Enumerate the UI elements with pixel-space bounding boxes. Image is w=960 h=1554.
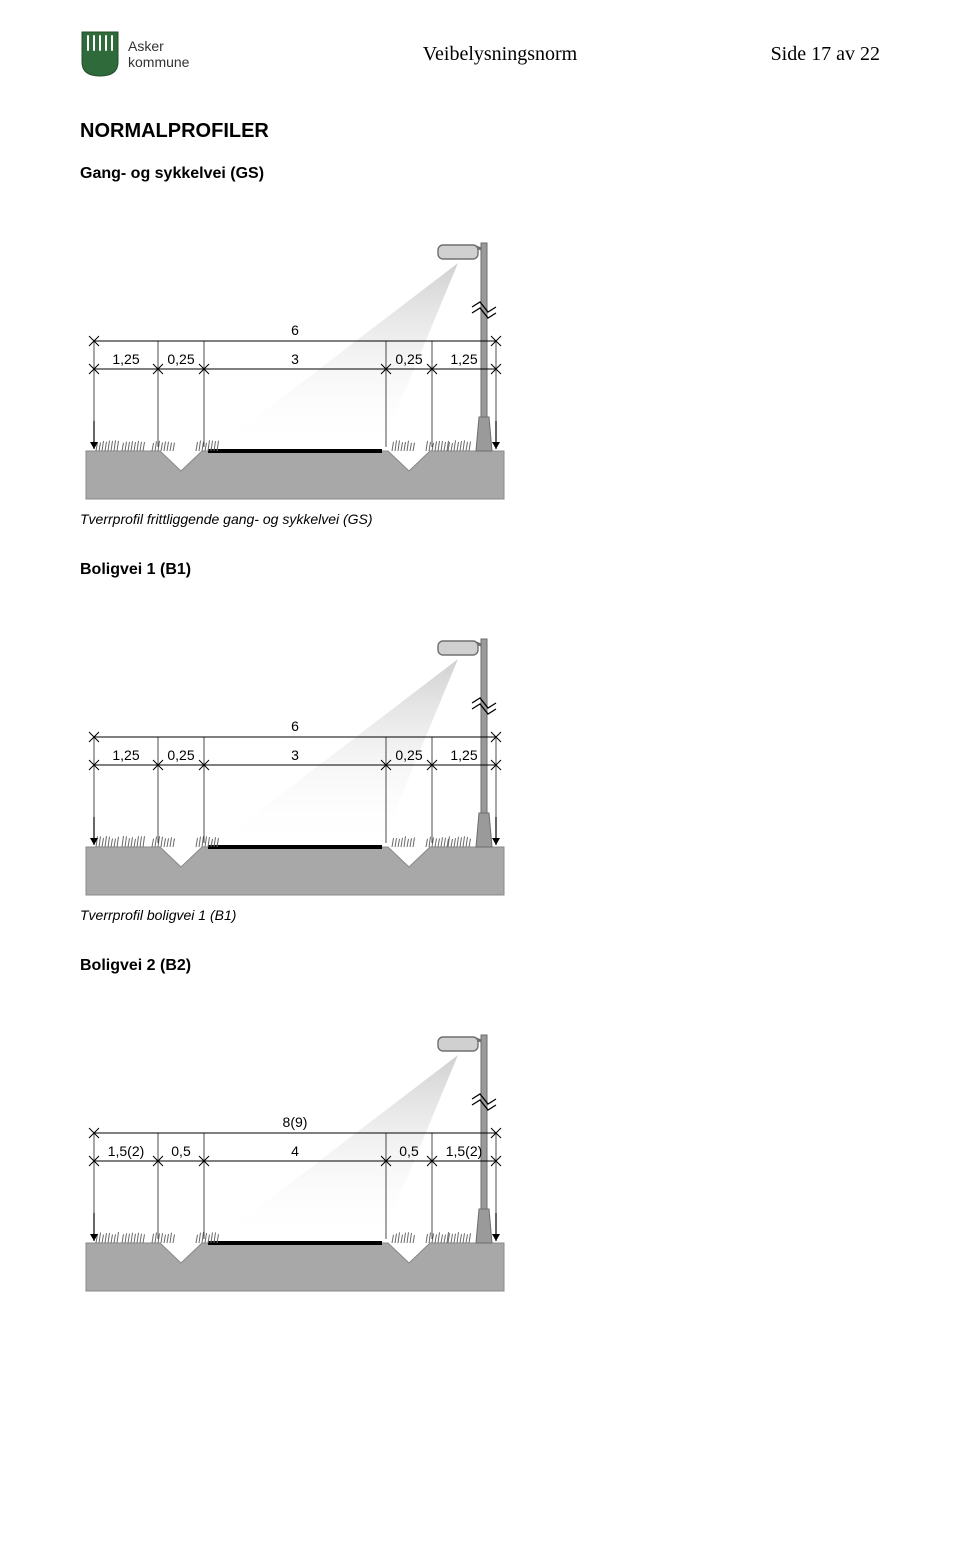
profile-caption: Tverrprofil boligvei 1 (B1) xyxy=(80,907,880,923)
svg-text:0,25: 0,25 xyxy=(395,747,422,763)
profiles-container: Gang- og sykkelvei (GS) xyxy=(80,165,880,1293)
cross-section-diagram: 6 1,25 0,25 3 0,25 1,25 xyxy=(80,607,540,897)
svg-text:0,25: 0,25 xyxy=(167,747,194,763)
cross-section-diagram: 8(9) 1,5(2) 0,5 4 0,5 1,5(2) xyxy=(80,1003,540,1293)
profile-block: Boligvei 1 (B1) xyxy=(80,561,880,923)
org-name-line1: Asker xyxy=(128,38,189,54)
svg-text:1,25: 1,25 xyxy=(450,747,477,763)
svg-text:0,5: 0,5 xyxy=(171,1143,191,1159)
svg-text:1,5(2): 1,5(2) xyxy=(446,1143,483,1159)
org-logo-block: Asker kommune xyxy=(80,30,189,78)
cross-section-diagram: 6 1,25 0,25 3 0,25 1,25 xyxy=(80,211,540,501)
svg-text:3: 3 xyxy=(291,351,299,367)
svg-text:6: 6 xyxy=(291,718,299,734)
org-name-line2: kommune xyxy=(128,54,189,70)
svg-text:0,25: 0,25 xyxy=(395,351,422,367)
svg-text:1,25: 1,25 xyxy=(112,351,139,367)
profile-block: Boligvei 2 (B2) xyxy=(80,957,880,1293)
profile-title: Boligvei 1 (B1) xyxy=(80,561,880,579)
org-name: Asker kommune xyxy=(128,38,189,70)
svg-text:0,5: 0,5 xyxy=(399,1143,419,1159)
section-title: NORMALPROFILER xyxy=(80,120,880,143)
page-number: Side 17 av 22 xyxy=(771,43,880,66)
svg-text:3: 3 xyxy=(291,747,299,763)
shield-icon xyxy=(80,30,120,78)
profile-diagram-wrap: 6 1,25 0,25 3 0,25 1,25 xyxy=(80,211,880,501)
profile-title: Gang- og sykkelvei (GS) xyxy=(80,165,880,183)
profile-block: Gang- og sykkelvei (GS) xyxy=(80,165,880,527)
doc-title: Veibelysningsnorm xyxy=(229,43,770,66)
svg-text:0,25: 0,25 xyxy=(167,351,194,367)
svg-text:4: 4 xyxy=(291,1143,299,1159)
svg-text:1,25: 1,25 xyxy=(450,351,477,367)
svg-text:8(9): 8(9) xyxy=(283,1114,308,1130)
svg-text:1,5(2): 1,5(2) xyxy=(108,1143,145,1159)
profile-caption: Tverrprofil frittliggende gang- og sykke… xyxy=(80,511,880,527)
profile-diagram-wrap: 8(9) 1,5(2) 0,5 4 0,5 1,5(2) xyxy=(80,1003,880,1293)
svg-text:1,25: 1,25 xyxy=(112,747,139,763)
svg-text:6: 6 xyxy=(291,322,299,338)
profile-title: Boligvei 2 (B2) xyxy=(80,957,880,975)
profile-diagram-wrap: 6 1,25 0,25 3 0,25 1,25 xyxy=(80,607,880,897)
page-header: Asker kommune Veibelysningsnorm Side 17 … xyxy=(80,30,880,78)
